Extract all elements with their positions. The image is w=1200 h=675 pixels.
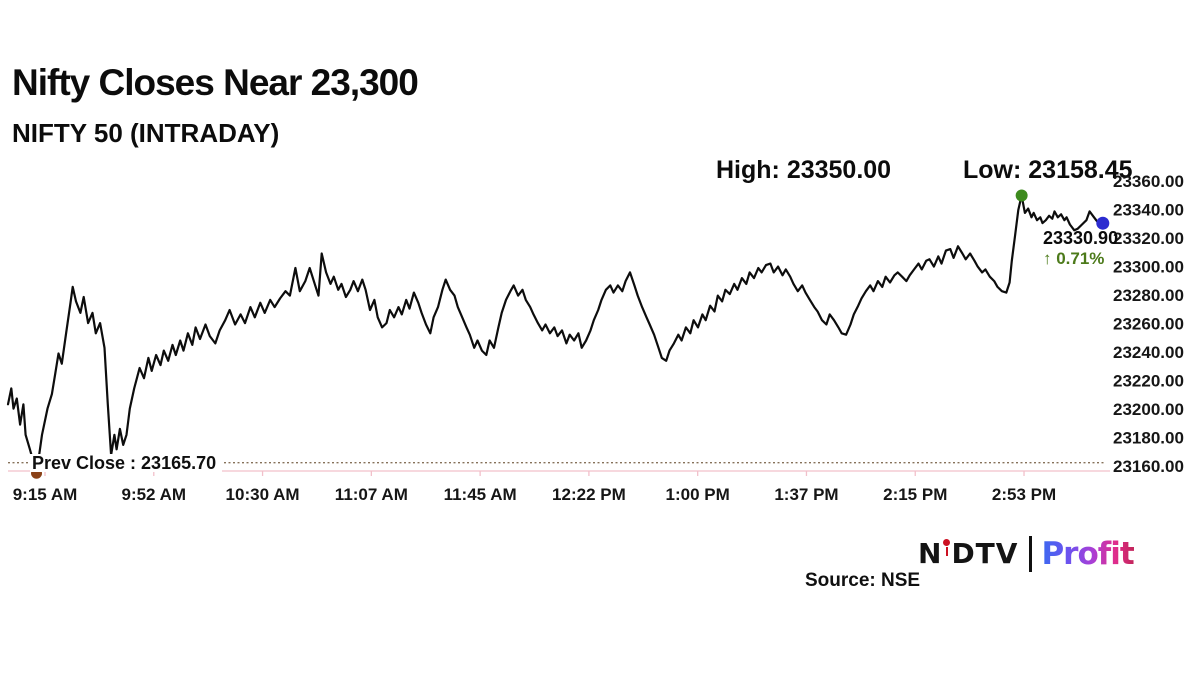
last-price-label: 23330.90 [1043,228,1119,248]
y-tick-label: 23320.00 [1113,229,1184,248]
low-value-label: Low: 23158.45 [963,156,1133,184]
y-tick-label: 23340.00 [1113,201,1184,220]
ndtv-logo-text-n: N [918,536,943,570]
x-tick-label: 2:53 PM [992,485,1056,504]
last-marker [1096,216,1110,230]
ndtv-logo-text-dtv: DTV [951,536,1019,570]
change-percent-label: ↑ 0.71% [1043,249,1105,268]
y-tick-label: 23300.00 [1113,258,1184,277]
source-label: Source: NSE [805,570,921,591]
ndtv-red-dot-icon [943,530,951,577]
chart-subtitle: NIFTY 50 (INTRADAY) [12,118,280,148]
price-line [6,194,1104,475]
logo-divider [1029,535,1033,572]
x-tick-label: 11:07 AM [335,485,408,504]
high-marker [1015,189,1028,202]
x-tick-label: 11:45 AM [444,485,517,504]
x-tick-label: 1:37 PM [774,485,838,504]
ndtv-profit-logo: N DTV Profit [918,530,1135,577]
y-tick-label: 23360.00 [1113,172,1184,191]
y-tick-label: 23280.00 [1113,286,1184,305]
profit-logo-text: Profit [1041,535,1134,572]
x-tick-label: 9:15 AM [13,485,78,504]
high-value-label: High: 23350.00 [716,156,892,184]
y-tick-label: 23220.00 [1113,372,1184,391]
x-tick-label: 9:52 AM [121,485,186,504]
prev-close-label: Prev Close : 23165.70 [30,454,223,472]
x-tick-label: 10:30 AM [226,485,300,504]
x-tick-label: 2:15 PM [883,485,947,504]
page-title: Nifty Closes Near 23,300 [12,62,419,103]
y-tick-label: 23240.00 [1113,343,1184,362]
x-tick-label: 12:22 PM [552,485,626,504]
y-tick-label: 23160.00 [1113,457,1184,476]
y-tick-label: 23260.00 [1113,315,1184,334]
y-tick-label: 23180.00 [1113,429,1184,448]
y-tick-label: 23200.00 [1113,400,1184,419]
x-tick-label: 1:00 PM [666,485,730,504]
